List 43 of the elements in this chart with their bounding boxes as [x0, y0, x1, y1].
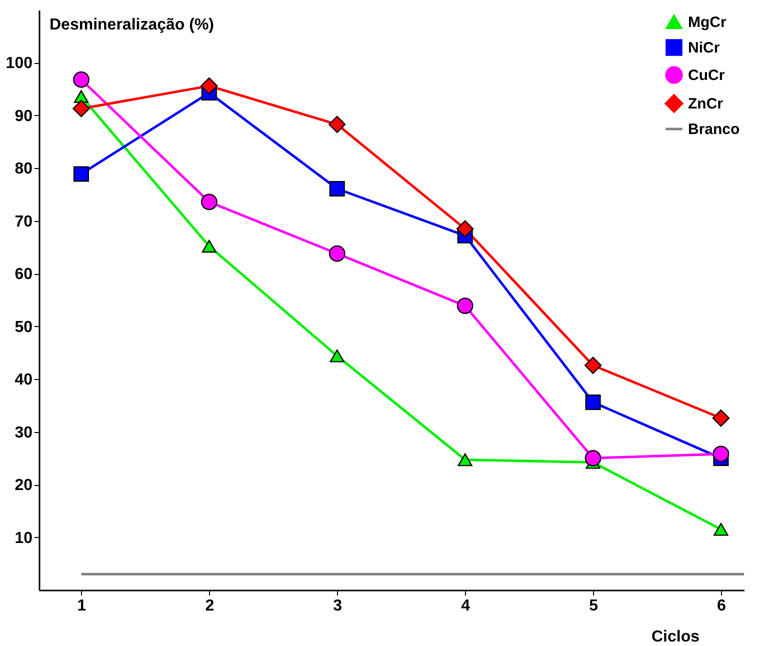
- point: [330, 349, 344, 362]
- point: [584, 356, 602, 374]
- x-tick-label: 2: [205, 598, 214, 614]
- x-tick-label: 4: [461, 598, 470, 614]
- x-tick-label: 6: [717, 598, 726, 614]
- point: [202, 240, 216, 253]
- y-tick-label: 40: [14, 372, 33, 389]
- point: [73, 71, 90, 88]
- point: [712, 446, 730, 462]
- y-tick-label: 60: [14, 266, 33, 284]
- x-axis-title: Ciclos: [651, 628, 700, 646]
- point: [328, 245, 346, 262]
- point: [74, 90, 89, 103]
- legend-label: CuCr: [688, 67, 725, 84]
- legend-label: Branco: [688, 121, 740, 138]
- y-tick-label: 10: [14, 530, 33, 547]
- point: [200, 194, 218, 210]
- point: [200, 77, 218, 95]
- point: [329, 180, 345, 197]
- legend-label: MgCr: [688, 14, 726, 31]
- legend-label: NiCr: [688, 40, 720, 56]
- legend-label: ZnCr: [688, 96, 724, 112]
- point: [585, 394, 601, 410]
- point: [73, 166, 89, 182]
- point: [712, 410, 730, 427]
- x-tick-label: 1: [77, 598, 86, 614]
- y-tick-label: 50: [14, 318, 33, 336]
- y-axis-title: Desmineralização (%): [50, 16, 214, 34]
- y-tick-label: 20: [14, 477, 33, 494]
- point: [584, 450, 602, 466]
- y-tick-label: 70: [14, 213, 33, 230]
- y-tick-label: 30: [14, 424, 33, 442]
- x-tick-label: 3: [333, 598, 342, 614]
- point: [456, 298, 474, 314]
- point: [72, 100, 90, 118]
- point: [714, 522, 728, 536]
- y-tick-label: 80: [14, 160, 33, 178]
- point: [456, 220, 474, 238]
- point: [328, 116, 346, 133]
- x-tick-label: 5: [589, 598, 598, 614]
- y-tick-label: 90: [14, 108, 33, 125]
- y-tick-label: 100: [6, 55, 33, 72]
- point: [458, 453, 472, 466]
